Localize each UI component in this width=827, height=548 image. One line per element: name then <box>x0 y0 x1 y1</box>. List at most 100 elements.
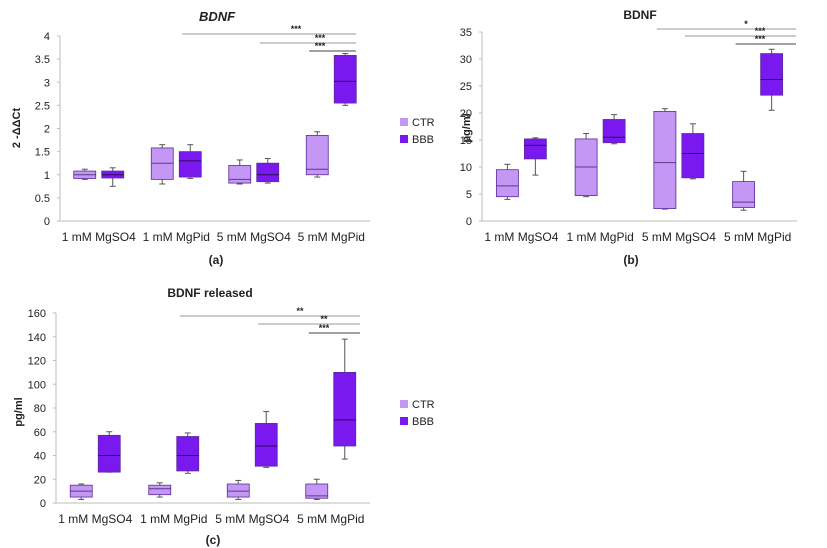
y-tick-label: 1 <box>44 170 50 182</box>
box-body <box>226 483 250 498</box>
box-bbb-1 <box>523 137 547 176</box>
significance-label: *** <box>315 33 326 43</box>
category-label: 5 mM MgPid <box>298 230 365 244</box>
chart-panel-a: BDNF 2 -ΔΔCt 0 0.5 1 1.5 2 2.5 3 3.5 4 1 mM MgSO4 1 … <box>11 9 435 267</box>
box-body <box>256 162 280 183</box>
box-ctr-2 <box>148 482 172 498</box>
box-ctr-3 <box>653 108 677 210</box>
panel-label: (a) <box>209 253 224 267</box>
box-ctr-3 <box>228 159 252 185</box>
y-tick-label: 0.5 <box>35 193 50 205</box>
box-bbb-2 <box>602 114 626 145</box>
y-tick-label: 20 <box>34 474 46 486</box>
box-body <box>523 138 547 160</box>
box-bbb-4 <box>760 48 784 111</box>
y-tick-label: 4 <box>44 31 50 43</box>
box-body <box>254 423 278 467</box>
box-ctr-4 <box>305 478 329 500</box>
y-axis-label: pg/ml <box>13 397 25 426</box>
chart-title: BDNF <box>199 9 236 24</box>
box-body <box>178 151 202 178</box>
panel-label: (b) <box>623 253 638 267</box>
box-body <box>176 436 200 472</box>
box-ctr-3 <box>226 479 250 500</box>
box-body <box>653 110 677 209</box>
significance-label: *** <box>319 323 330 333</box>
category-label: 1 mM MgSO4 <box>62 230 136 244</box>
chart-panel-c: BDNF released pg/ml 0 20 40 60 80 100 120 140 160 1… <box>13 286 435 547</box>
significance-label: *** <box>755 26 766 36</box>
y-tick-label: 5 <box>466 189 472 201</box>
y-tick-label: 3.5 <box>35 54 50 66</box>
legend-label-ctr: CTR <box>412 399 435 411</box>
significance-label: *** <box>315 41 326 51</box>
legend-swatch-bbb <box>400 417 408 425</box>
box-ctr-1 <box>73 168 97 180</box>
y-tick-label: 20 <box>460 108 472 120</box>
legend-swatch-bbb <box>400 135 408 143</box>
y-tick-label: 0 <box>466 216 472 228</box>
y-tick-label: 3 <box>44 77 50 89</box>
chart-title: BDNF <box>623 8 656 22</box>
category-label: 1 mM MgSO4 <box>484 230 558 244</box>
box-bbb-2 <box>178 144 202 179</box>
y-axis-label: pg/ml <box>461 113 473 142</box>
y-tick-label: 140 <box>28 332 46 344</box>
category-label: 5 mM MgPid <box>297 512 364 526</box>
y-tick-label: 120 <box>28 356 46 368</box>
chart-panel-b: BDNF pg/ml 0 5 10 15 20 25 30 35 1 mM MgSO4 1 mM Mg… <box>460 8 797 267</box>
box-bbb-3 <box>681 123 705 180</box>
box-body <box>305 135 329 176</box>
significance-label: *** <box>291 24 302 34</box>
box-ctr-2 <box>150 144 174 185</box>
category-label: 1 mM MgPid <box>140 512 207 526</box>
y-tick-label: 1.5 <box>35 147 50 159</box>
y-tick-label: 30 <box>460 54 472 66</box>
y-axis-label: 2 -ΔΔCt <box>11 108 23 149</box>
category-label: 5 mM MgSO4 <box>217 230 291 244</box>
box-body <box>732 181 756 208</box>
y-tick-label: 10 <box>460 162 472 174</box>
y-tick-label: 35 <box>460 27 472 39</box>
box-body <box>148 484 172 496</box>
category-label: 1 mM MgPid <box>566 230 633 244</box>
box-bbb-2 <box>176 432 200 474</box>
box-body <box>97 434 121 473</box>
box-ctr-2 <box>574 133 598 198</box>
box-bbb-3 <box>254 411 278 468</box>
box-body <box>305 483 329 499</box>
legend-label-bbb: BBB <box>412 416 434 428</box>
legend-swatch-ctr <box>400 118 408 126</box>
box-body <box>495 169 519 198</box>
significance-label: *** <box>755 34 766 44</box>
box-ctr-4 <box>732 170 756 211</box>
y-tick-label: 25 <box>460 81 472 93</box>
box-bbb-1 <box>97 431 121 473</box>
category-label: 1 mM MgSO4 <box>58 512 132 526</box>
chart-title: BDNF released <box>167 286 252 300</box>
significance-label: ** <box>320 314 328 324</box>
y-tick-label: 40 <box>34 451 46 463</box>
legend-label-bbb: BBB <box>412 134 434 146</box>
panel-label: (c) <box>206 533 221 547</box>
box-bbb-1 <box>101 167 125 187</box>
legend-swatch-ctr <box>400 400 408 408</box>
category-label: 1 mM MgPid <box>143 230 210 244</box>
y-tick-label: 80 <box>34 403 46 415</box>
box-body <box>228 165 252 184</box>
box-body <box>333 55 357 104</box>
y-tick-label: 0 <box>44 216 50 228</box>
y-tick-label: 2.5 <box>35 100 50 112</box>
box-bbb-3 <box>256 158 280 184</box>
box-bbb-4 <box>333 338 357 460</box>
box-bbb-4 <box>333 53 357 106</box>
y-tick-label: 2 <box>44 124 50 136</box>
category-label: 5 mM MgSO4 <box>642 230 716 244</box>
y-tick-label: 15 <box>460 135 472 147</box>
y-tick-label: 100 <box>28 379 46 391</box>
box-ctr-1 <box>69 483 93 500</box>
legend-label-ctr: CTR <box>412 117 435 129</box>
box-body <box>602 119 626 144</box>
box-body <box>333 371 357 447</box>
